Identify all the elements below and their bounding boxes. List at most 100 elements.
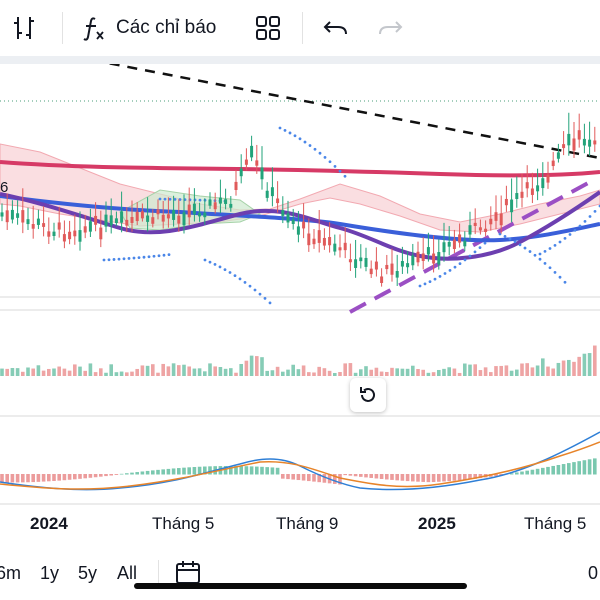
volume-bar: [489, 372, 493, 376]
reset-chart-button[interactable]: [350, 378, 386, 412]
layouts-icon: [256, 16, 280, 40]
macd-histogram-bar: [171, 468, 176, 475]
candle-body: [458, 234, 462, 243]
volume-bar: [93, 372, 98, 376]
redo-button[interactable]: [376, 10, 404, 46]
macd-histogram-bar: [135, 472, 139, 475]
sar-dot: [528, 250, 532, 253]
layouts-button[interactable]: [254, 10, 282, 46]
volume-bar: [281, 371, 285, 376]
macd-histogram-bar: [369, 474, 373, 478]
candle-body: [68, 231, 72, 240]
volume-bar: [203, 371, 207, 376]
range-all[interactable]: All: [117, 563, 138, 583]
macd-histogram-bar: [0, 474, 4, 483]
range-5y[interactable]: 5y: [78, 563, 98, 583]
macd-histogram-bar: [556, 464, 561, 475]
volume-bar: [515, 369, 519, 376]
volume-bar: [0, 368, 4, 376]
macd-histogram-bar: [567, 463, 571, 475]
volume-bar: [312, 372, 316, 376]
candle-body: [218, 197, 222, 204]
volume-bar: [582, 353, 587, 376]
sar-dot: [473, 250, 477, 254]
sar-dot: [218, 265, 222, 269]
sar-dot: [318, 151, 322, 155]
macd-histogram-bar: [333, 474, 337, 484]
sar-dot: [333, 164, 337, 168]
macd-histogram-bar: [525, 470, 529, 475]
candle-body: [125, 219, 129, 226]
macd-histogram-bar: [317, 474, 321, 483]
candle-body: [229, 203, 233, 208]
chart-style-button[interactable]: [10, 10, 40, 46]
candle-body: [328, 237, 332, 246]
volume-bar: [473, 364, 477, 376]
undo-icon: [323, 21, 347, 35]
macd-histogram-bar: [520, 471, 524, 475]
macd-histogram-bar: [223, 466, 228, 475]
macd-histogram-bar: [265, 467, 269, 475]
indicators-button[interactable]: Các chỉ báo: [82, 10, 216, 46]
macd-histogram-bar: [192, 467, 197, 475]
volume-bar: [229, 368, 233, 376]
macd-histogram-bar: [249, 466, 254, 475]
sar-dot: [158, 197, 162, 201]
sar-dot: [453, 265, 457, 269]
range-6m[interactable]: 6m: [0, 563, 22, 583]
candle-body: [484, 228, 488, 232]
undo-button[interactable]: [322, 10, 350, 46]
volume-bar: [447, 367, 451, 376]
macd-histogram-bar: [535, 468, 540, 475]
candle-body: [130, 216, 134, 223]
sar-dot: [338, 169, 342, 173]
volume-bar: [317, 366, 321, 376]
macd-histogram-bar: [546, 466, 550, 475]
macd-histogram-bar: [551, 465, 555, 475]
candle-body: [572, 138, 576, 151]
volume-bar: [390, 367, 394, 376]
sar-dot: [328, 160, 332, 164]
macd-histogram-bar: [78, 474, 82, 479]
macd-histogram-bar: [593, 458, 597, 475]
volume-bar: [260, 357, 264, 376]
volume-bar: [171, 363, 176, 376]
volume-bar: [421, 369, 425, 376]
redo-icon: [379, 21, 403, 35]
volume-bar: [244, 360, 249, 376]
sar-dot: [558, 275, 562, 279]
sar-dot: [313, 147, 317, 151]
reset-icon: [360, 387, 375, 402]
volume-bar: [452, 368, 457, 376]
macd-histogram-bar: [447, 474, 451, 482]
macd-histogram-bar: [312, 474, 316, 482]
sar-dot: [548, 266, 552, 270]
macd-histogram-bar: [15, 474, 20, 483]
volume-bar: [359, 369, 363, 376]
macd-histogram-bar: [187, 467, 191, 475]
candle-body: [156, 209, 160, 215]
chart-area[interactable]: 6: [0, 64, 600, 542]
macd-histogram-bar: [457, 474, 462, 481]
macd-histogram-bar: [509, 473, 514, 475]
sar-dot: [147, 255, 151, 259]
sar-dot: [463, 258, 467, 262]
volume-bar: [83, 370, 87, 376]
macd-histogram-bar: [385, 474, 389, 480]
macd-histogram-bar: [88, 474, 93, 478]
macd-histogram-bar: [114, 474, 119, 475]
time-axis-label: Tháng 9: [276, 514, 339, 533]
volume-bar: [348, 363, 353, 376]
candle-body: [322, 237, 326, 246]
sar-dot: [553, 270, 557, 274]
sar-dot: [573, 228, 577, 232]
macd-signal-line: [0, 441, 600, 490]
macd-histogram-bar: [47, 474, 51, 482]
sar-dot: [157, 254, 161, 258]
range-1y[interactable]: 1y: [40, 563, 60, 583]
volume-bar: [275, 366, 280, 376]
candle-body: [385, 264, 389, 270]
sar-dot: [248, 284, 252, 288]
macd-histogram-bar: [463, 474, 467, 480]
sar-dot: [213, 263, 217, 266]
